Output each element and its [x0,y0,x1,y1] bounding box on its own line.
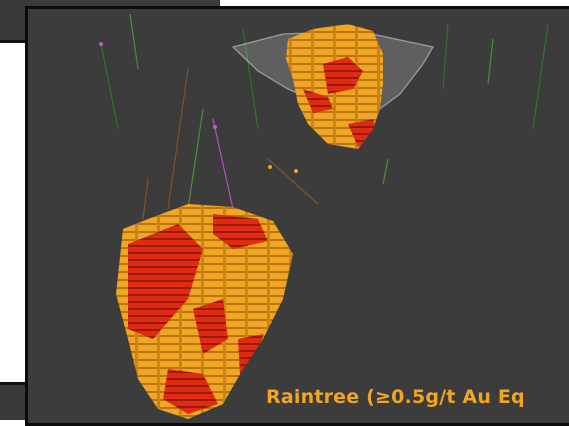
drillhole-markers [99,42,298,173]
orebody-large [116,204,293,419]
orebody-render [99,13,549,419]
deposit-caption: Raintree (≥0.5g/t Au Eq [266,386,525,408]
3d-model-viewport[interactable]: Raintree (≥0.5g/t Au Eq [25,6,569,426]
